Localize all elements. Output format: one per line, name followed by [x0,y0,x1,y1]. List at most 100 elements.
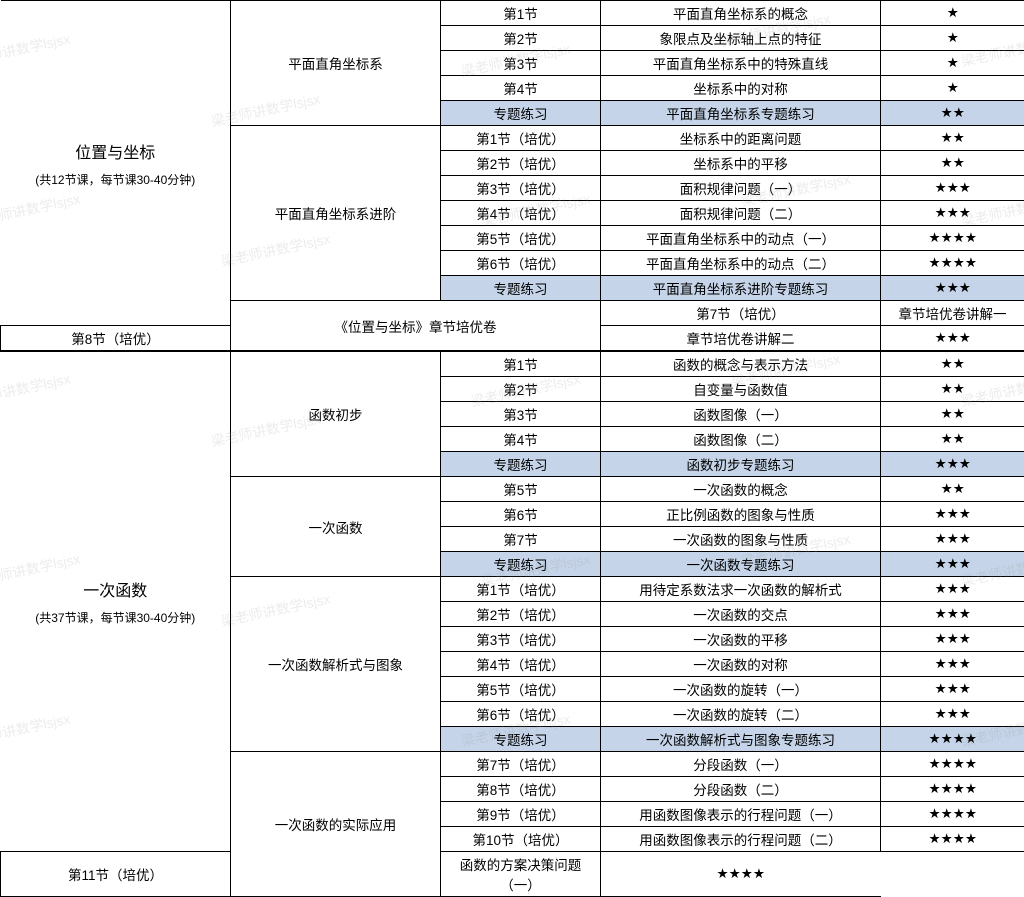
difficulty-stars: ★★★★ [881,827,1024,852]
lesson-title: 平面直角坐标系中的特殊直线 [601,51,881,76]
lesson-number: 第5节 [441,477,601,502]
chapter-title: 位置与坐标 [75,145,155,162]
lesson-number: 第11节（培优） [1,852,231,897]
lesson-title: 用函数图像表示的行程问题（二） [601,827,881,852]
lesson-title: 函数图像（二） [601,427,881,452]
difficulty-stars: ★★★★ [881,226,1024,251]
lesson-title: 平面直角坐标系专题练习 [601,101,881,126]
difficulty-stars: ★★★★ [881,752,1024,777]
lesson-number: 第5节（培优） [441,226,601,251]
lesson-number: 专题练习 [441,727,601,752]
section-title-full: 《位置与坐标》章节培优卷 [231,301,601,352]
lesson-title: 面积规律问题（一） [601,176,881,201]
lesson-number: 第3节（培优） [441,176,601,201]
lesson-number: 第1节 [441,351,601,377]
course-table: 位置与坐标(共12节课，每节课30-40分钟)平面直角坐标系第1节平面直角坐标系… [0,0,1024,897]
lesson-title: 一次函数的图象与性质 [601,527,881,552]
lesson-number: 第10节（培优） [441,827,601,852]
lesson-title: 一次函数的平移 [601,627,881,652]
difficulty-stars: ★★★ [881,652,1024,677]
difficulty-stars: ★★★★ [601,852,881,897]
lesson-number: 第4节（培优） [441,652,601,677]
lesson-number: 第6节（培优） [441,251,601,276]
lesson-title: 章节培优卷讲解一 [881,301,1024,326]
section-title: 函数初步 [231,351,441,477]
lesson-title: 坐标系中的距离问题 [601,126,881,151]
lesson-title: 一次函数的交点 [601,602,881,627]
lesson-number: 第3节（培优） [441,627,601,652]
chapter-subtitle: (共12节课，每节课30-40分钟) [5,171,227,188]
table-row: 位置与坐标(共12节课，每节课30-40分钟)平面直角坐标系第1节平面直角坐标系… [1,1,1024,26]
lesson-title: 函数的方案决策问题（一） [441,852,601,897]
lesson-number: 专题练习 [441,452,601,477]
lesson-number: 第2节（培优） [441,151,601,176]
lesson-title: 坐标系中的对称 [601,76,881,101]
lesson-title: 用函数图像表示的行程问题（一） [601,802,881,827]
lesson-number: 第4节（培优） [441,201,601,226]
lesson-number: 第4节 [441,76,601,101]
difficulty-stars: ★★★ [881,552,1024,577]
lesson-number: 第7节（培优） [441,752,601,777]
lesson-title: 一次函数的对称 [601,652,881,677]
lesson-title: 自变量与函数值 [601,377,881,402]
difficulty-stars: ★★ [881,126,1024,151]
lesson-title: 用待定系数法求一次函数的解析式 [601,577,881,602]
lesson-number: 第5节（培优） [441,677,601,702]
lesson-number: 第2节 [441,26,601,51]
lesson-title: 一次函数的旋转（二） [601,702,881,727]
lesson-number: 第2节 [441,377,601,402]
difficulty-stars: ★ [881,51,1024,76]
lesson-title: 分段函数（一） [601,752,881,777]
lesson-title: 函数初步专题练习 [601,452,881,477]
difficulty-stars: ★★★ [881,527,1024,552]
lesson-number: 专题练习 [441,552,601,577]
difficulty-stars: ★★ [881,402,1024,427]
section-title: 一次函数 [231,477,441,577]
difficulty-stars: ★★★ [881,276,1024,301]
section-title: 一次函数的实际应用 [231,752,441,897]
lesson-title: 平面直角坐标系中的动点（一） [601,226,881,251]
difficulty-stars: ★★★ [881,201,1024,226]
lesson-title: 正比例函数的图象与性质 [601,502,881,527]
difficulty-stars: ★★★ [881,602,1024,627]
lesson-number: 专题练习 [441,276,601,301]
table-row: 第11节（培优） 函数的方案决策问题（一）★★★★ [1,852,1024,897]
lesson-title: 章节培优卷讲解二 [601,326,881,352]
difficulty-stars: ★★ [881,377,1024,402]
lesson-number: 专题练习 [441,101,601,126]
lesson-title: 一次函数的概念 [601,477,881,502]
lesson-title: 象限点及坐标轴上点的特征 [601,26,881,51]
lesson-number: 第3节 [441,51,601,76]
difficulty-stars: ★★★★ [881,251,1024,276]
lesson-title: 函数的概念与表示方法 [601,351,881,377]
lesson-number: 第1节 [441,1,601,26]
difficulty-stars: ★★★★ [881,727,1024,752]
lesson-number: 第9节（培优） [441,802,601,827]
difficulty-stars: ★★ [881,351,1024,377]
difficulty-stars: ★★ [881,477,1024,502]
chapter-title-cell: 一次函数(共37节课，每节课30-40分钟) [1,351,231,852]
table-row: 一次函数(共37节课，每节课30-40分钟)函数初步第1节函数的概念与表示方法★… [1,351,1024,377]
lesson-number: 第7节 [441,527,601,552]
lesson-title: 平面直角坐标系中的动点（二） [601,251,881,276]
difficulty-stars: ★ [881,76,1024,101]
difficulty-stars: ★★★ [881,326,1024,352]
lesson-number: 第6节 [441,502,601,527]
difficulty-stars: ★ [881,1,1024,26]
lesson-title: 函数图像（一） [601,402,881,427]
difficulty-stars: ★★ [881,101,1024,126]
lesson-number: 第2节（培优） [441,602,601,627]
difficulty-stars: ★★★ [881,677,1024,702]
difficulty-stars: ★★★★ [881,802,1024,827]
lesson-title: 一次函数解析式与图象专题练习 [601,727,881,752]
lesson-title: 平面直角坐标系的概念 [601,1,881,26]
difficulty-stars: ★★ [881,151,1024,176]
difficulty-stars: ★★★ [881,452,1024,477]
lesson-number: 第1节（培优） [441,577,601,602]
difficulty-stars: ★★★ [881,702,1024,727]
lesson-number: 第8节（培优） [441,777,601,802]
difficulty-stars: ★ [881,26,1024,51]
difficulty-stars: ★★★ [881,627,1024,652]
difficulty-stars: ★★★ [881,502,1024,527]
section-title: 平面直角坐标系 [231,1,441,126]
